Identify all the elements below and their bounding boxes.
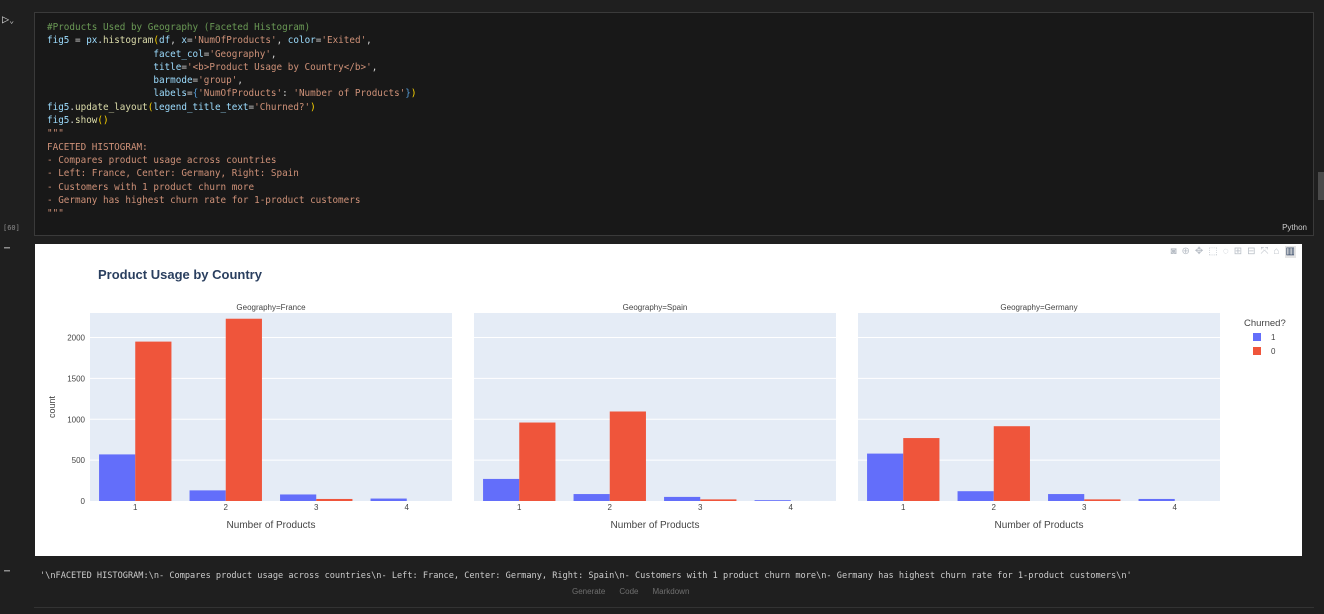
x-tick-label: 3 <box>698 503 703 512</box>
facet-label: Geography=Spain <box>623 303 688 312</box>
x-tick-label: 4 <box>405 503 410 512</box>
x-tick-label: 1 <box>517 503 522 512</box>
legend-title: Churned? <box>1244 318 1286 329</box>
facet-label: Geography=Germany <box>1000 303 1077 312</box>
play-icon[interactable]: ▷ <box>2 12 10 26</box>
bar-0 <box>135 341 172 501</box>
y-tick-label: 2000 <box>67 334 85 343</box>
x-tick-label: 1 <box>133 503 138 512</box>
y-tick-label: 500 <box>72 456 86 465</box>
bar-0 <box>903 438 940 501</box>
plotly-logo-icon[interactable]: ▥ <box>1284 246 1296 258</box>
legend-swatch-0 <box>1253 347 1261 355</box>
x-tick-label: 4 <box>1173 503 1178 512</box>
bar-1 <box>189 490 226 501</box>
language-label[interactable]: Python <box>1282 223 1307 232</box>
next-cell-border <box>34 607 1314 608</box>
pan-icon[interactable]: ✥ <box>1194 246 1204 257</box>
bar-1 <box>754 500 791 501</box>
bar-1 <box>99 454 136 501</box>
cell-output-text: '\nFACETED HISTOGRAM:\n- Compares produc… <box>40 571 1132 581</box>
chevron-down-icon[interactable]: ⌄ <box>9 16 15 25</box>
x-tick-label: 2 <box>992 503 997 512</box>
bar-0 <box>609 411 646 501</box>
bar-1 <box>664 496 701 501</box>
y-tick-label: 0 <box>81 497 86 506</box>
x-tick-label: 3 <box>1082 503 1087 512</box>
bar-0 <box>993 426 1030 501</box>
plotly-figure[interactable]: Product Usage by Country Geography=France… <box>35 244 1302 556</box>
facet-label: Geography=France <box>236 303 306 312</box>
x-tick-label: 1 <box>901 503 906 512</box>
y-tick-label: 1000 <box>67 415 85 424</box>
output-menu-icon-2[interactable]: ⋯ <box>4 566 12 577</box>
camera-icon[interactable]: ◙ <box>1170 246 1177 257</box>
code-text[interactable]: #Products Used by Geography (Faceted His… <box>47 22 417 220</box>
bar-0 <box>519 422 556 501</box>
bar-0 <box>700 499 737 501</box>
execution-count: [60] <box>3 224 20 232</box>
box-select-icon[interactable]: ⬚ <box>1208 246 1218 257</box>
output-menu-icon[interactable]: ⋯ <box>4 243 12 254</box>
autoscale-icon[interactable]: ⤧ <box>1260 246 1269 257</box>
x-axis-title: Number of Products <box>995 520 1084 531</box>
x-tick-label: 2 <box>608 503 613 512</box>
chart-svg: Product Usage by Country Geography=France… <box>47 267 1286 531</box>
x-axis-title: Number of Products <box>611 520 700 531</box>
zoom-out-icon[interactable]: ⊟ <box>1247 246 1256 257</box>
bar-1 <box>1138 498 1175 501</box>
x-axis-title: Number of Products <box>227 520 316 531</box>
zoom-icon[interactable]: ⊕ <box>1181 246 1190 257</box>
bar-1 <box>957 491 994 501</box>
add-code-button[interactable]: Code <box>619 587 639 596</box>
legend-swatch-1 <box>1253 333 1261 341</box>
code-cell-editor[interactable]: #Products Used by Geography (Faceted His… <box>34 12 1314 236</box>
bar-1 <box>370 498 407 501</box>
zoom-in-icon[interactable]: ⊞ <box>1233 246 1243 257</box>
bar-0 <box>225 318 262 501</box>
x-tick-label: 4 <box>789 503 794 512</box>
run-cell-button[interactable]: ▷⌄ <box>2 12 14 26</box>
cell-insert-toolbar: Generate Code Markdown <box>572 587 689 596</box>
bar-1 <box>573 494 610 501</box>
y-tick-label: 1500 <box>67 374 85 383</box>
chart-title: Product Usage by Country <box>98 267 263 282</box>
bar-1 <box>867 453 904 501</box>
bar-1 <box>1048 494 1085 501</box>
legend-label-1: 1 <box>1271 333 1276 342</box>
bar-1 <box>483 478 520 501</box>
generate-button[interactable]: Generate <box>572 587 606 596</box>
bar-0 <box>1084 499 1121 501</box>
lasso-icon[interactable]: ◌ <box>1222 246 1229 257</box>
legend-label-0: 0 <box>1271 347 1276 356</box>
plot-modebar[interactable]: ◙ ⊕ ✥ ⬚ ◌ ⊞ ⊟ ⤧ ⌂ ▥ <box>1170 246 1296 258</box>
scrollbar-thumb[interactable] <box>1318 172 1324 200</box>
x-tick-label: 3 <box>314 503 319 512</box>
add-markdown-button[interactable]: Markdown <box>652 587 690 596</box>
bar-0 <box>316 498 353 501</box>
x-tick-label: 2 <box>224 503 229 512</box>
home-icon[interactable]: ⌂ <box>1273 246 1280 257</box>
bar-1 <box>280 494 317 501</box>
y-axis-title: count <box>47 395 57 418</box>
